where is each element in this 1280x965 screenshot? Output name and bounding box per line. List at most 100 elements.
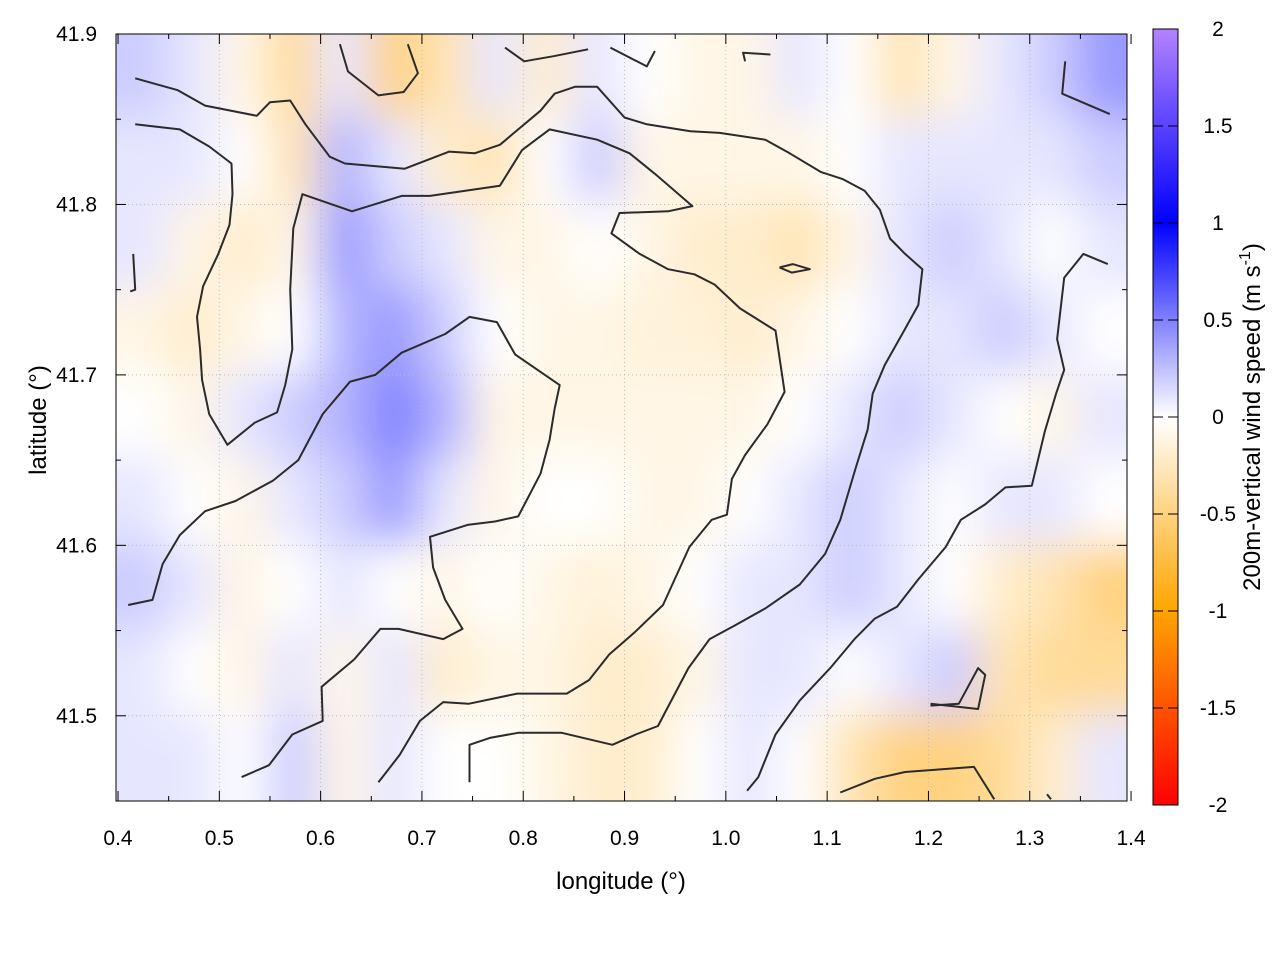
heatmap-cell (774, 372, 830, 463)
heatmap-cell (774, 543, 830, 633)
heatmap-cell (116, 34, 171, 122)
heatmap-cell (875, 372, 931, 463)
heatmap-cell (166, 287, 222, 377)
heatmap-cell (571, 117, 627, 207)
heatmap-cell (419, 458, 475, 548)
contour-line (504, 46, 589, 63)
contour-line (930, 667, 987, 710)
heatmap-cell (470, 713, 526, 801)
heatmap-cell (470, 34, 526, 122)
heatmap-cell (470, 458, 526, 548)
heatmap-cell (571, 543, 627, 633)
x-tick-label: 1.0 (711, 827, 740, 850)
heatmap-cell (369, 372, 424, 463)
heatmap-cell (723, 543, 779, 633)
heatmap-cell (267, 202, 323, 292)
heatmap-cell (622, 287, 678, 377)
heatmap-cell (571, 628, 627, 718)
heatmap-cell (977, 628, 1032, 718)
heatmap-cell (1078, 713, 1127, 801)
heatmap-cell (825, 287, 880, 377)
y-tick-label: 41.9 (56, 23, 97, 46)
heatmap-cell (977, 34, 1032, 122)
heatmap-cell (977, 372, 1032, 463)
heatmap-cell (825, 117, 880, 207)
x-tick-label: 1.4 (1116, 827, 1146, 850)
y-axis-label: latitude (°) (25, 365, 52, 475)
heatmap-cell (521, 34, 576, 122)
x-axis-label: longitude (°) (556, 868, 686, 895)
heatmap-cell (521, 628, 576, 718)
heatmap-cell (267, 458, 323, 548)
heatmap-cell (673, 713, 728, 801)
contour-line (839, 765, 996, 800)
heatmap-cell (825, 628, 880, 718)
heatmap-cell (419, 202, 475, 292)
heatmap-cell (825, 543, 880, 633)
heatmap-cell (571, 458, 627, 548)
heatmap-cell (875, 628, 931, 718)
heatmap-cell (419, 34, 475, 122)
heatmap-cell (622, 117, 678, 207)
heatmap-cell (1027, 372, 1083, 463)
heatmap-cell (318, 34, 374, 122)
heatmap-cell (521, 713, 576, 801)
contour-line (742, 51, 771, 62)
colorbar-tick-label: 1.5 (1203, 115, 1232, 138)
heatmap-cell (470, 372, 526, 463)
heatmap-cell (1078, 628, 1127, 718)
heatmap-cell (369, 287, 424, 377)
heatmap-cell (521, 202, 576, 292)
contour-line (338, 43, 419, 97)
contour-lines (127, 43, 1111, 800)
heatmap-cell (723, 34, 779, 122)
heatmap-cell (1027, 202, 1083, 292)
heatmap-cell (1078, 543, 1127, 633)
heatmap-cell (774, 117, 830, 207)
heatmap-cell (521, 372, 576, 463)
grid-lines (116, 34, 1127, 801)
heatmap-cell (521, 543, 576, 633)
heatmap-cell (926, 34, 982, 122)
contour-line (134, 77, 924, 783)
heatmap-cell (1078, 34, 1127, 122)
heatmap-cell (723, 458, 779, 548)
colorbar-tick-label: 0.5 (1203, 309, 1232, 332)
heatmap-cell (926, 117, 982, 207)
heatmap-cell (875, 34, 931, 122)
contour-line (129, 253, 137, 293)
heatmap-cell (1027, 34, 1083, 122)
heatmap-cell (470, 543, 526, 633)
heatmap-cell (166, 372, 222, 463)
heatmap-cell (926, 543, 982, 633)
x-tick-label: 1.2 (914, 827, 943, 850)
heatmap-cell (217, 202, 272, 292)
heatmap-cell (1027, 458, 1083, 548)
heatmap-cell (825, 202, 880, 292)
heatmap-cell (217, 34, 272, 122)
heatmap-cell (521, 458, 576, 548)
heatmap-cell (116, 372, 171, 463)
heatmap-cell (217, 372, 272, 463)
heatmap-field (116, 34, 1127, 801)
heatmap-cell (217, 628, 272, 718)
heatmap-cell (774, 287, 830, 377)
x-tick-label: 0.4 (103, 827, 133, 850)
heatmap-cell (470, 287, 526, 377)
colorbar-tick-label: 2 (1212, 18, 1224, 41)
heatmap-cell (521, 117, 576, 207)
heatmap-cell (318, 713, 374, 801)
heatmap-cell (622, 713, 678, 801)
colorbar-tick-label: 0 (1212, 406, 1224, 429)
heatmap-cell (166, 34, 222, 122)
colorbar-tick-label: -1.5 (1200, 697, 1236, 720)
contour-line (1061, 61, 1111, 116)
heatmap-cell (673, 372, 728, 463)
heatmap-cell (977, 117, 1032, 207)
heatmap-cell (267, 713, 323, 801)
y-tick-label: 41.8 (56, 193, 97, 216)
heatmap-cell (267, 287, 323, 377)
heatmap-cell (774, 458, 830, 548)
heatmap-cell (521, 287, 576, 377)
heatmap-cell (166, 202, 222, 292)
